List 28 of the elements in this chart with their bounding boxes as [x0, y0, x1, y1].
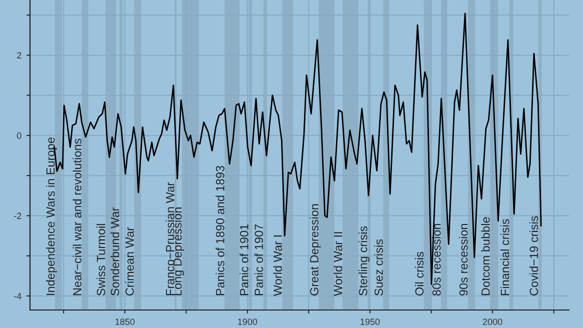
band-label: Independence Wars in Europe	[46, 138, 58, 295]
band-label: 90s recession	[459, 224, 468, 296]
x-tick-label: 1900	[238, 318, 258, 325]
band-label: Near−civil war and revolutions	[72, 138, 82, 296]
y-tick-label: 2	[17, 52, 22, 58]
y-tick-label: 0	[17, 132, 22, 139]
band-label: Financial crisis	[500, 219, 510, 296]
band-label: Sterling crisis	[358, 226, 370, 296]
band-label: Panic of 1901	[240, 224, 248, 296]
band-label: Swiss Turmoil	[96, 224, 106, 296]
x-tick-label: 2000	[482, 318, 502, 325]
y-tick-label: -4	[14, 293, 22, 300]
band-label: Franco−Prussian War	[166, 182, 174, 296]
band-label: World War I	[273, 235, 282, 296]
band-label: World War II	[334, 232, 342, 296]
band-label: Panic of 1907	[254, 224, 264, 296]
y-tick-label: -2	[14, 212, 22, 219]
band-label: Panics of 1890 and 1893	[216, 166, 224, 296]
band-label: Dotcom bubble	[481, 217, 490, 296]
band-label: Covid−19 crisis	[529, 216, 538, 296]
x-tick-label: 1850	[116, 318, 135, 325]
x-tick-label: 1950	[360, 318, 380, 325]
band-label: Great Depression	[310, 204, 321, 296]
band-label: Suez crisis	[374, 239, 383, 296]
band-label: Sonderbund War	[110, 207, 120, 296]
band-label: Oil crisis	[414, 252, 424, 296]
band-label: 80s recession	[432, 224, 441, 296]
band-label: Crimean War	[125, 227, 134, 296]
